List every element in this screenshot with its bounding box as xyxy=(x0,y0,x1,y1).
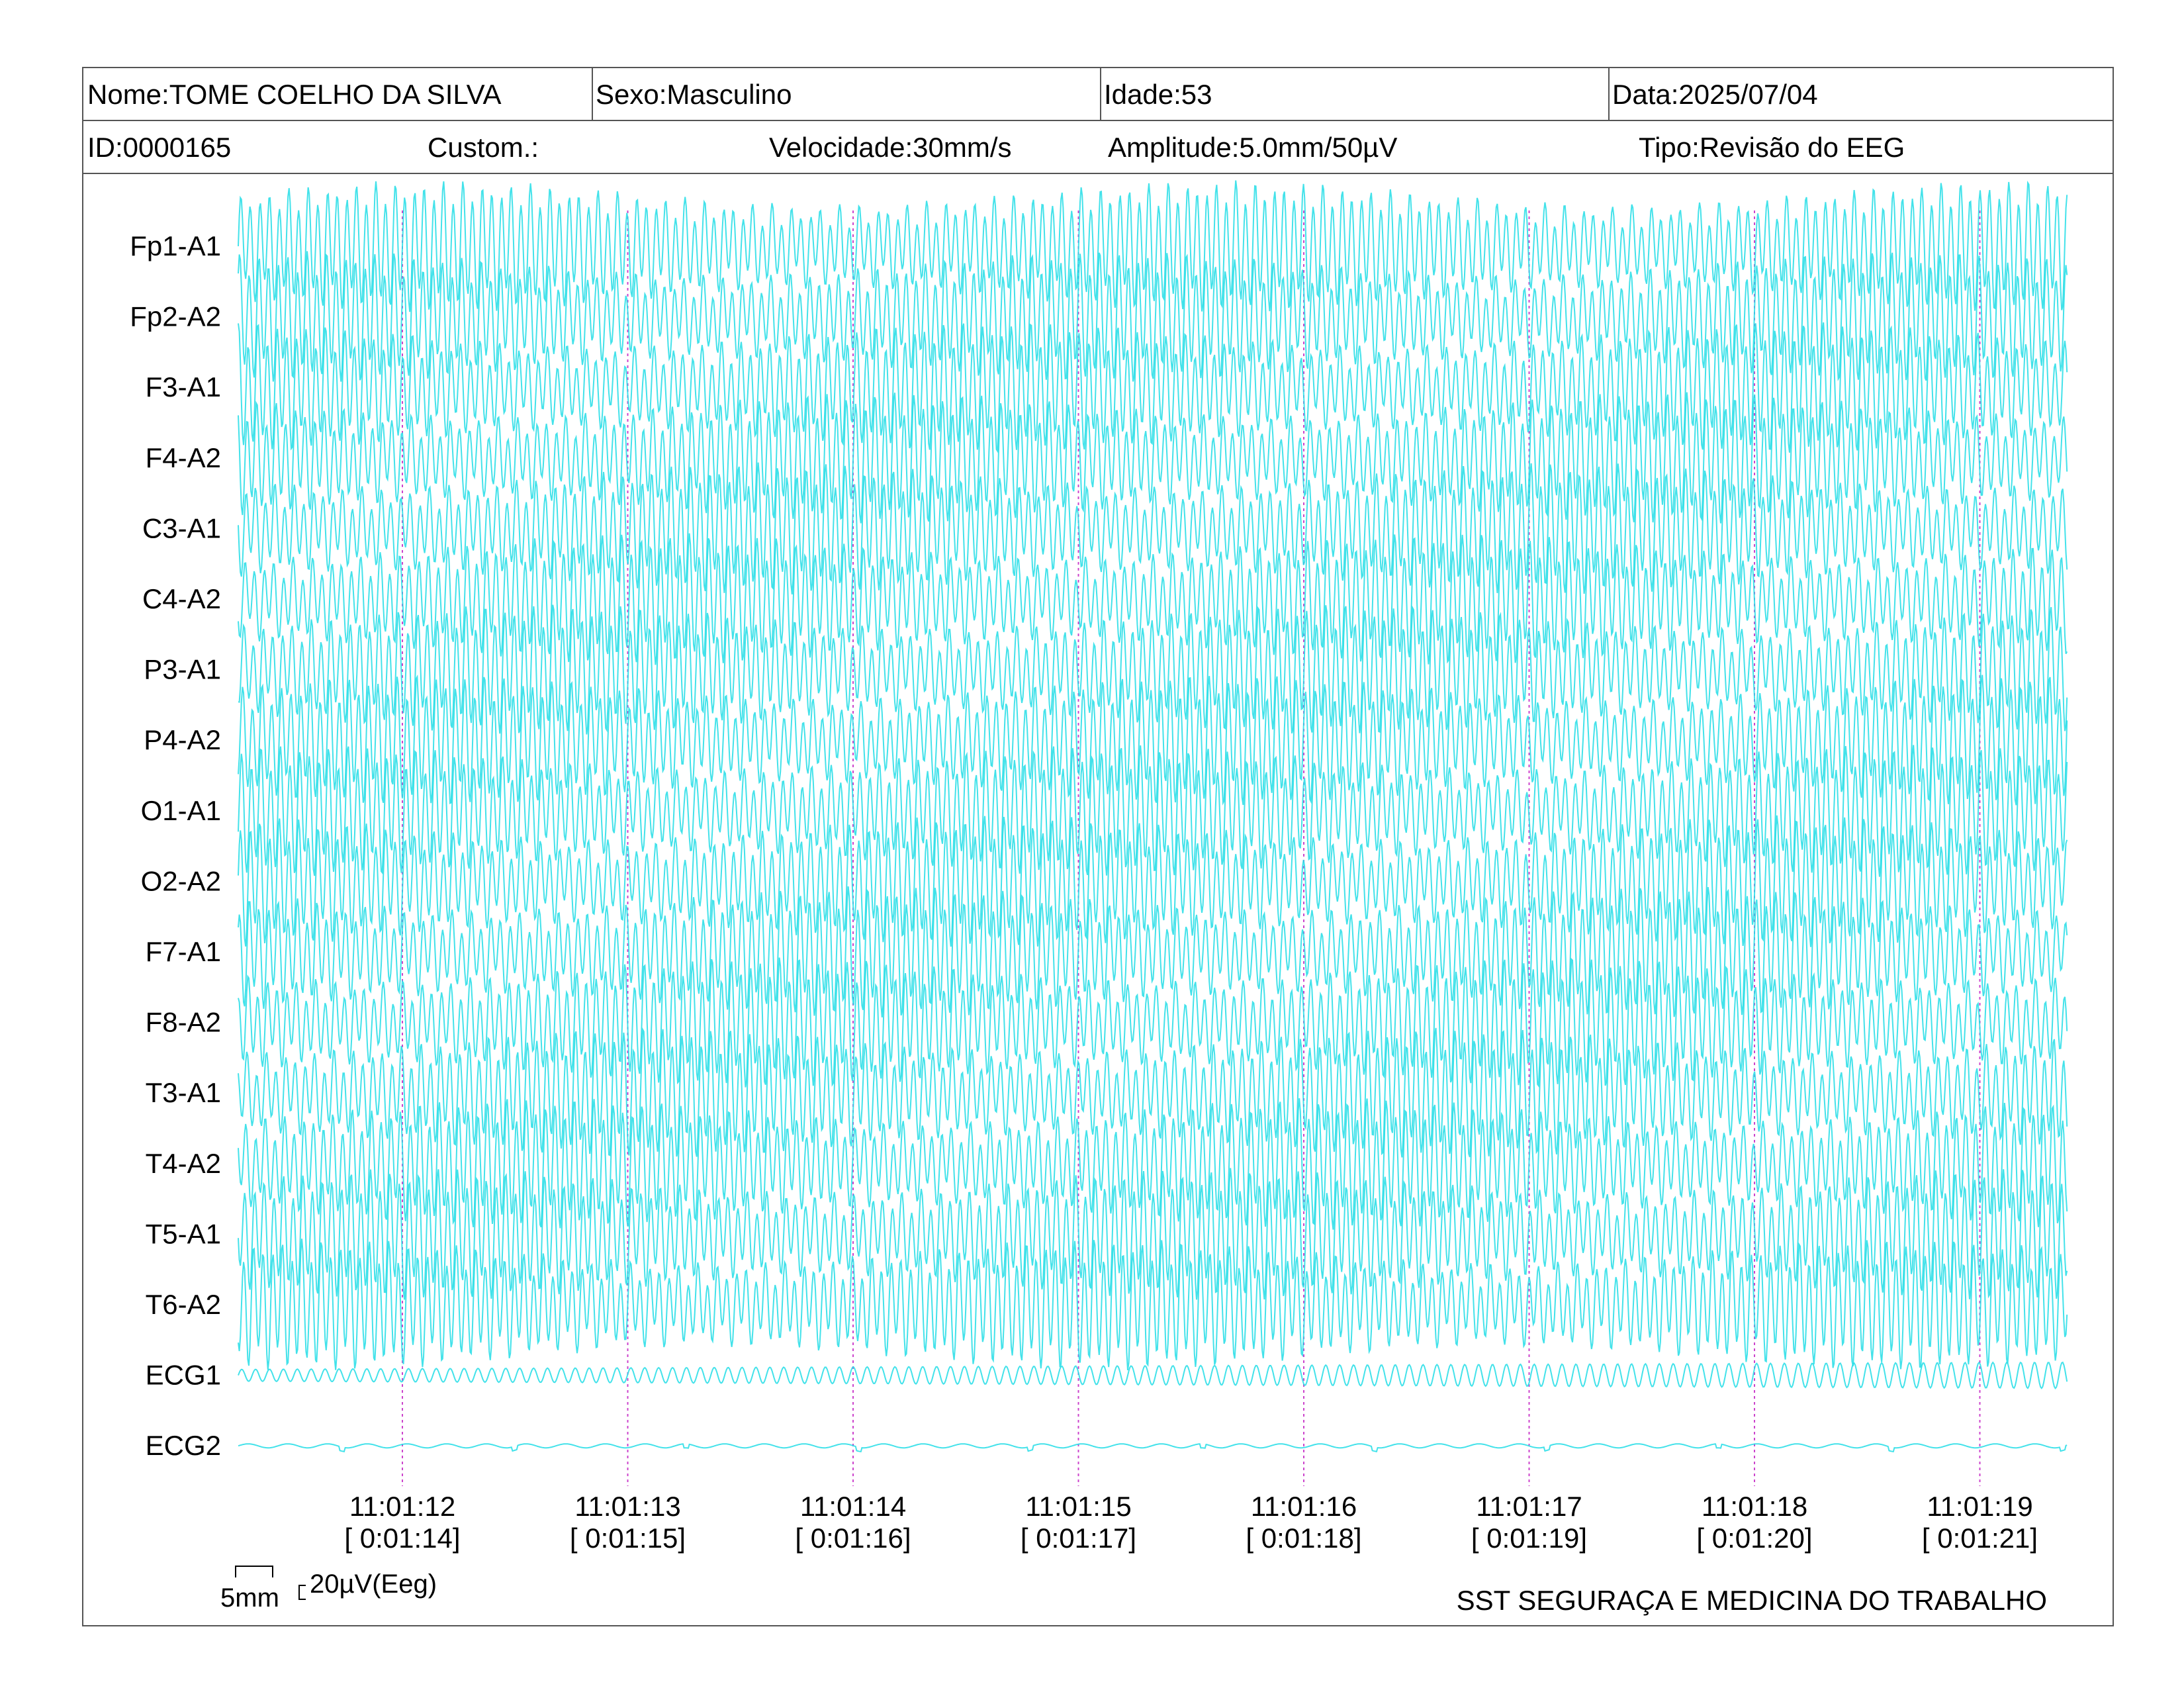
channel-trace xyxy=(238,533,2068,665)
channel-label: Fp2-A2 xyxy=(130,301,221,332)
channel-label: F3-A1 xyxy=(146,371,221,402)
channel-trace xyxy=(238,886,2068,1017)
time-tick-clock: 11:01:14 xyxy=(800,1491,906,1522)
patient-header-row: Nome:TOME COELHO DA SILVA Sexo:Masculino… xyxy=(83,68,2113,121)
channel-trace xyxy=(238,392,2068,524)
channel-trace xyxy=(238,180,2068,312)
recording-amplitude: Amplitude:5.0mm/50µV xyxy=(1108,132,1398,163)
channel-label: P4-A2 xyxy=(144,724,221,755)
channel-trace xyxy=(238,745,2068,877)
channel-label: Fp1-A1 xyxy=(130,230,221,261)
channel-trace xyxy=(238,1443,2068,1452)
patient-age: Idade:53 xyxy=(1104,79,1212,110)
channel-trace xyxy=(238,604,2068,735)
patient-sex: Sexo:Masculino xyxy=(596,79,792,110)
organization-name: SST SEGURAÇA E MEDICINA DO TRABALHO xyxy=(1457,1585,2047,1616)
recording-info-row: ID:0000165 Custom.: Velocidade:30mm/s Am… xyxy=(83,121,2113,174)
time-tick-elapsed: [ 0:01:21] xyxy=(1922,1523,2038,1554)
header-divider xyxy=(592,68,593,120)
amplitude-scale-label: 20µV(Eeg) xyxy=(310,1570,437,1599)
channel-label: F8-A2 xyxy=(146,1007,221,1038)
recording-type: Tipo:Revisão do EEG xyxy=(1639,132,1905,163)
channel-label: C3-A1 xyxy=(142,512,221,543)
channel-trace xyxy=(238,322,2068,453)
channel-label: T5-A1 xyxy=(146,1218,221,1249)
time-tick-clock: 11:01:13 xyxy=(574,1491,680,1522)
eeg-report-sheet: Nome:TOME COELHO DA SILVA Sexo:Masculino… xyxy=(82,67,2114,1626)
time-scale-label: 5mm xyxy=(220,1583,279,1613)
time-tick-elapsed: [ 0:01:20] xyxy=(1696,1523,1812,1554)
channel-trace xyxy=(238,1027,2068,1158)
channel-trace xyxy=(238,251,2068,382)
time-tick-clock: 11:01:15 xyxy=(1025,1491,1131,1522)
channel-trace xyxy=(238,462,2068,595)
time-tick-clock: 11:01:18 xyxy=(1702,1491,1807,1522)
recording-speed: Velocidade:30mm/s xyxy=(769,132,1012,163)
custom-field: Custom.: xyxy=(428,132,539,163)
channel-trace xyxy=(238,1239,2068,1371)
channel-label: F4-A2 xyxy=(146,442,221,473)
channel-label: ECG1 xyxy=(146,1360,221,1391)
channel-trace xyxy=(238,1168,2068,1300)
patient-id: ID:0000165 xyxy=(87,132,232,163)
amplitude-scale-bar-icon xyxy=(298,1585,306,1600)
record-date: Data:2025/07/04 xyxy=(1612,79,1818,110)
patient-name: Nome:TOME COELHO DA SILVA xyxy=(87,79,502,110)
channel-label: P3-A1 xyxy=(144,654,221,685)
time-tick-elapsed: [ 0:01:19] xyxy=(1471,1523,1587,1554)
time-scale-bar-icon xyxy=(235,1566,273,1577)
channel-label: T4-A2 xyxy=(146,1148,221,1179)
time-tick-elapsed: [ 0:01:16] xyxy=(795,1523,911,1554)
channel-label: T6-A2 xyxy=(146,1289,221,1320)
time-tick-clock: 11:01:12 xyxy=(349,1491,455,1522)
header-divider xyxy=(1100,68,1101,120)
channel-trace xyxy=(238,815,2068,947)
channel-label: O2-A2 xyxy=(141,865,221,896)
channel-trace xyxy=(238,1361,2068,1389)
channel-label: T3-A1 xyxy=(146,1077,221,1108)
header-divider xyxy=(1608,68,1610,120)
channel-trace xyxy=(238,1098,2068,1230)
channel-label: O1-A1 xyxy=(141,795,221,826)
time-tick-clock: 11:01:17 xyxy=(1476,1491,1582,1522)
time-tick-clock: 11:01:19 xyxy=(1927,1491,2032,1522)
time-tick-elapsed: [ 0:01:17] xyxy=(1021,1523,1136,1554)
channel-label: ECG2 xyxy=(146,1430,221,1461)
time-tick-elapsed: [ 0:01:15] xyxy=(570,1523,686,1554)
time-tick-elapsed: [ 0:01:18] xyxy=(1246,1523,1361,1554)
channel-trace xyxy=(238,957,2068,1088)
time-tick-clock: 11:01:16 xyxy=(1251,1491,1357,1522)
channel-label: F7-A1 xyxy=(146,936,221,967)
calibration-scale: 5mm 20µV(Eeg) xyxy=(220,1566,437,1613)
channel-trace xyxy=(238,674,2068,806)
time-tick-elapsed: [ 0:01:14] xyxy=(344,1523,460,1554)
channel-label: C4-A2 xyxy=(142,583,221,614)
